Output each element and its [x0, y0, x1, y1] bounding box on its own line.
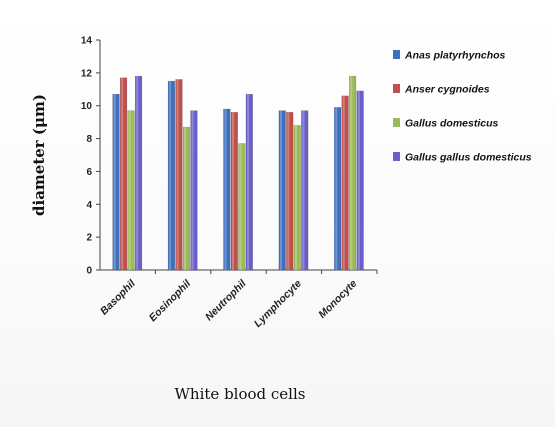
bar-highlight: [191, 110, 194, 271]
x-tick-label: Basophil: [98, 277, 139, 318]
legend: Anas platyrhynchos Anser cygnoides Gallus …: [393, 50, 532, 164]
bar-monocyte-2: [341, 95, 349, 271]
bar-highlight: [342, 95, 345, 270]
bar-neutrophil-3: [238, 143, 246, 271]
legend-label-3: Gallus domesticus: [405, 118, 499, 130]
bar-highlight: [232, 112, 234, 271]
bar-basophil-4: [134, 75, 143, 271]
bar-eosinophil-3: [182, 126, 191, 271]
bar-lymphocyte-4: [301, 110, 309, 271]
bar-highlight: [176, 79, 179, 270]
legend-label-1: Anas platyrhynchos: [404, 50, 506, 62]
bar-highlight: [335, 107, 338, 270]
bar-highlight: [121, 77, 124, 271]
bars: [112, 75, 364, 271]
bar-highlight: [136, 76, 139, 271]
bar-neutrophil-4: [245, 93, 253, 271]
bar-monocyte-4: [356, 90, 364, 271]
bar-lymphocyte-3: [293, 125, 301, 271]
bar-highlight: [184, 127, 187, 270]
x-tick-label: Lymphocyte: [252, 278, 304, 330]
y-axis-title: diameter (μm): [30, 94, 48, 216]
bar-highlight: [247, 94, 249, 270]
x-tick-label: Neutrophil: [203, 277, 249, 323]
bar-lymphocyte-1: [278, 110, 286, 271]
bar-highlight: [128, 110, 131, 271]
legend-swatch-2: [393, 84, 400, 93]
bar-lymphocyte-2: [286, 112, 294, 271]
bar-highlight: [224, 109, 227, 270]
bar-basophil-3: [127, 110, 135, 271]
y-tick-label: 0: [86, 266, 92, 277]
bar-monocyte-1: [334, 107, 342, 271]
y-tick-label: 6: [86, 167, 92, 178]
y-tick-label: 2: [86, 233, 92, 244]
bar-highlight: [169, 81, 172, 270]
legend-label-2: Anser cygnoides: [404, 84, 490, 96]
bar-highlight: [350, 76, 353, 271]
legend-label-4: Gallus gallus domesticus: [405, 152, 532, 164]
bar-neutrophil-2: [230, 112, 238, 271]
labels: diameter (μm) White blood cells: [30, 94, 305, 403]
bar-eosinophil-4: [190, 110, 198, 271]
bar-neutrophil-1: [223, 108, 231, 271]
y-tick-label: 4: [86, 200, 92, 211]
y-tick-label: 12: [81, 68, 93, 79]
y-tick-label: 8: [86, 134, 92, 145]
bar-highlight: [287, 112, 290, 271]
bar-highlight: [279, 110, 282, 271]
bar-eosinophil-1: [167, 80, 176, 271]
legend-swatch-3: [393, 118, 400, 127]
bar-highlight: [239, 143, 242, 270]
y-tick-label: 10: [81, 101, 93, 112]
bar-highlight: [357, 90, 360, 270]
x-axis-title: White blood cells: [175, 385, 306, 403]
x-tick-label: Eosinophil: [147, 277, 194, 324]
bar-highlight: [113, 94, 116, 270]
legend-swatch-4: [393, 152, 400, 161]
legend-swatch-1: [393, 50, 400, 59]
bar-highlight: [294, 125, 297, 270]
bar-basophil-2: [119, 77, 128, 271]
y-tick-label: 14: [81, 36, 93, 47]
bar-basophil-1: [112, 93, 120, 271]
x-tick-label: Monocyte: [316, 278, 359, 321]
bar-eosinophil-2: [175, 79, 183, 271]
bar-monocyte-3: [349, 75, 357, 271]
bar-highlight: [302, 110, 305, 271]
